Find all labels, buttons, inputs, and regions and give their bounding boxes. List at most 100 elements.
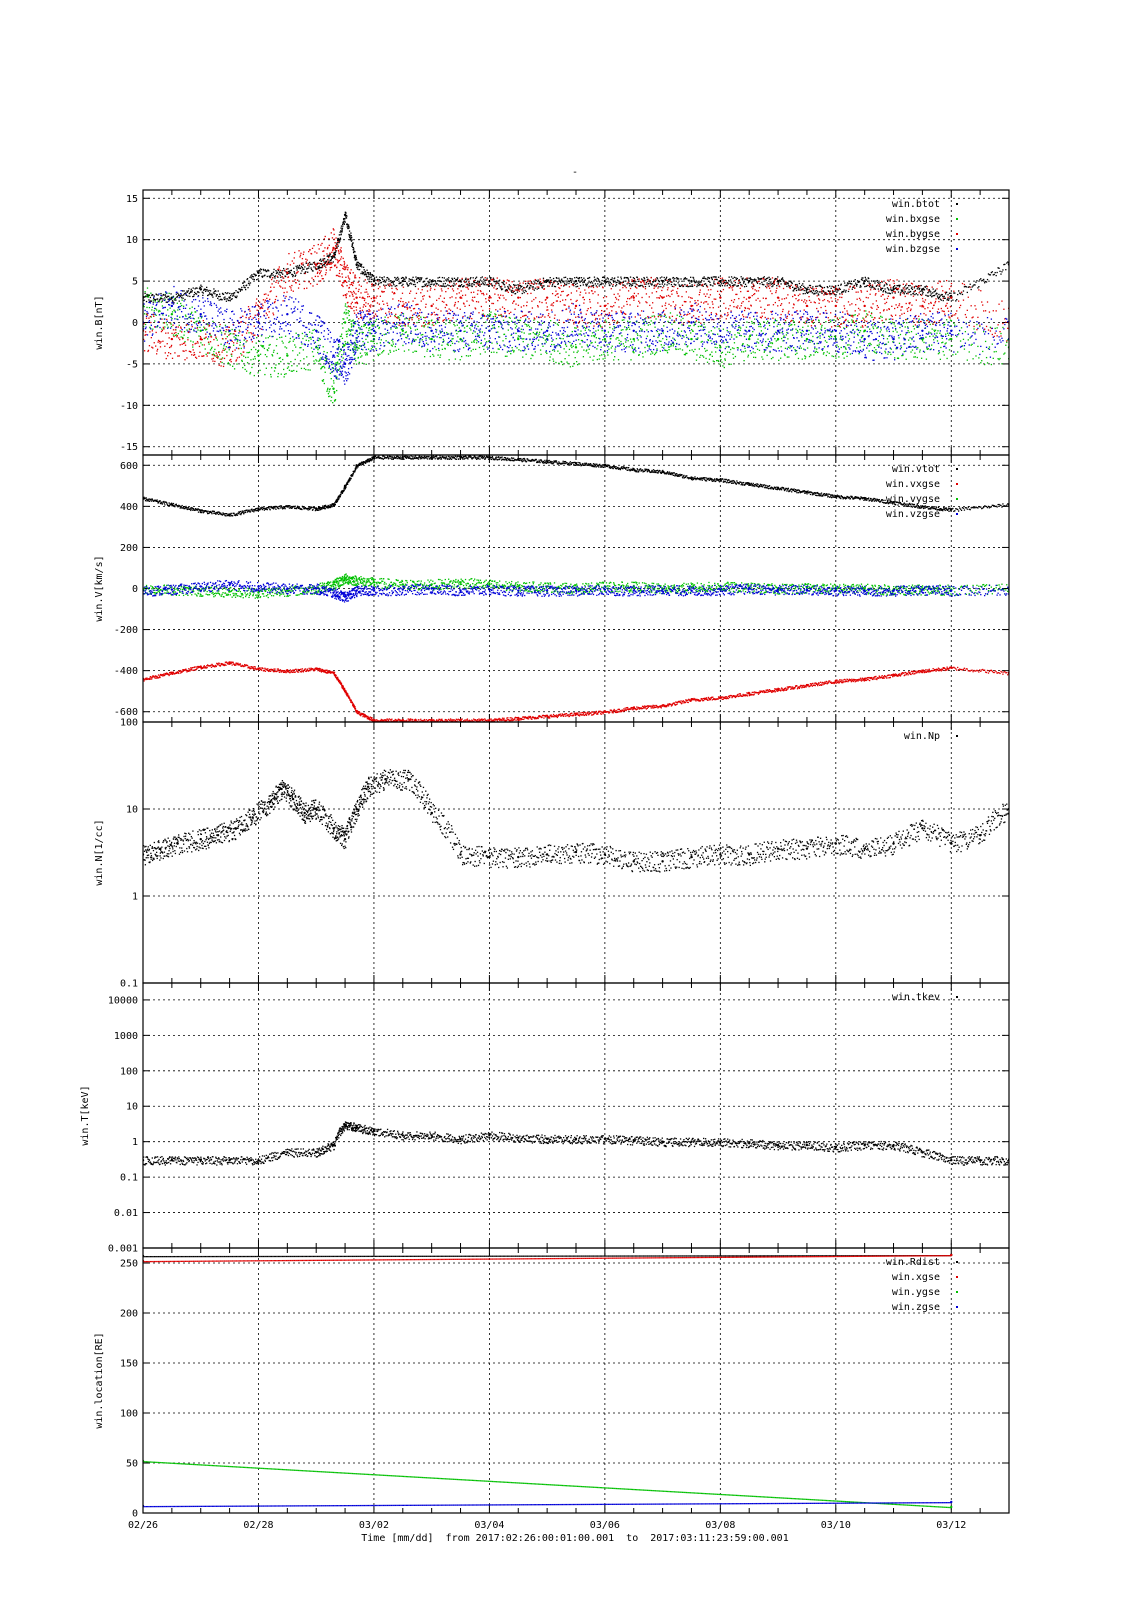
data-dot: [672, 276, 675, 279]
data-dot: [787, 282, 789, 284]
data-dot: [147, 296, 150, 298]
data-dot: [275, 281, 277, 283]
data-dot: [734, 284, 736, 286]
data-dot: [431, 319, 433, 321]
data-dot: [370, 329, 372, 331]
data-dot: [340, 251, 342, 253]
data-dot: [533, 319, 535, 321]
data-dot: [286, 273, 288, 276]
data-dot: [244, 287, 246, 289]
data-dot: [849, 353, 852, 355]
data-dot: [340, 247, 342, 249]
data-dot: [478, 281, 481, 283]
data-dot: [398, 324, 400, 326]
data-dot: [267, 349, 269, 352]
data-dot: [465, 281, 468, 283]
data-dot: [540, 328, 543, 331]
data-dot: [655, 318, 657, 320]
data-dot: [484, 282, 486, 284]
data-dot: [830, 293, 833, 295]
data-dot: [820, 328, 822, 330]
data-dot: [212, 357, 215, 360]
data-dot: [143, 325, 145, 328]
data-dot: [379, 342, 382, 344]
data-dot: [392, 343, 394, 345]
data-dot: [521, 338, 523, 340]
data-dot: [933, 294, 936, 297]
data-dot: [590, 342, 592, 344]
data-dot: [592, 284, 595, 286]
data-dot: [618, 339, 620, 341]
data-dot: [360, 316, 363, 318]
data-dot: [363, 325, 365, 327]
data-dot: [375, 348, 377, 350]
data-dot: [282, 273, 284, 275]
data-dot: [454, 284, 456, 286]
data-dot: [399, 282, 402, 284]
data-dot: [843, 290, 845, 293]
data-dot: [215, 355, 217, 357]
data-dot: [258, 359, 260, 362]
data-dot: [339, 351, 341, 353]
data-dot: [352, 248, 354, 251]
data-dot: [485, 321, 487, 323]
data-dot: [512, 287, 514, 289]
data-dot: [598, 358, 600, 360]
data-dot: [920, 357, 923, 359]
data-dot: [889, 351, 891, 354]
data-dot: [241, 360, 243, 363]
data-dot: [184, 314, 187, 316]
data-dot: [161, 328, 163, 330]
data-dot: [770, 357, 773, 360]
data-dot: [393, 293, 395, 295]
data-dot: [718, 280, 721, 282]
data-dot: [315, 359, 317, 361]
data-dot: [383, 333, 385, 336]
data-dot: [744, 283, 747, 285]
data-dot: [465, 283, 468, 286]
data-dot: [610, 338, 612, 340]
data-dot: [214, 348, 216, 351]
data-dot: [615, 282, 617, 284]
data-dot: [453, 323, 455, 326]
data-dot: [232, 292, 234, 295]
data-dot: [547, 309, 549, 311]
data-dot: [277, 282, 280, 284]
data-dot: [282, 287, 284, 289]
data-dot: [929, 323, 931, 326]
data-dot: [239, 288, 241, 290]
data-dot: [284, 335, 287, 337]
data-dot: [534, 333, 536, 335]
data-dot: [441, 348, 444, 350]
data-dot: [894, 292, 896, 294]
data-dot: [491, 285, 494, 287]
data-dot: [350, 326, 353, 328]
data-dot: [469, 278, 471, 280]
data-dot: [180, 295, 182, 297]
data-dot: [249, 315, 252, 318]
data-dot: [306, 259, 308, 261]
data-dot: [324, 359, 326, 362]
data-dot: [356, 261, 358, 263]
data-dot: [181, 297, 183, 299]
data-dot: [649, 323, 651, 326]
data-dot: [354, 259, 356, 261]
data-dot: [790, 280, 792, 282]
data-dot: [211, 354, 214, 356]
data-dot: [199, 326, 201, 329]
data-dot: [674, 339, 676, 341]
data-point: [863, 304, 866, 308]
data-dot: [430, 283, 432, 286]
data-dot: [418, 277, 420, 279]
data-dot: [394, 276, 396, 279]
data-dot: [230, 332, 232, 335]
data-dot: [435, 348, 437, 351]
data-dot: [358, 277, 361, 279]
data-dot: [927, 292, 929, 294]
data-dot: [301, 270, 303, 272]
data-dot: [327, 255, 330, 258]
data-dot: [591, 285, 593, 287]
data-dot: [601, 286, 604, 288]
data-dot: [192, 341, 194, 343]
data-dot: [496, 342, 498, 345]
